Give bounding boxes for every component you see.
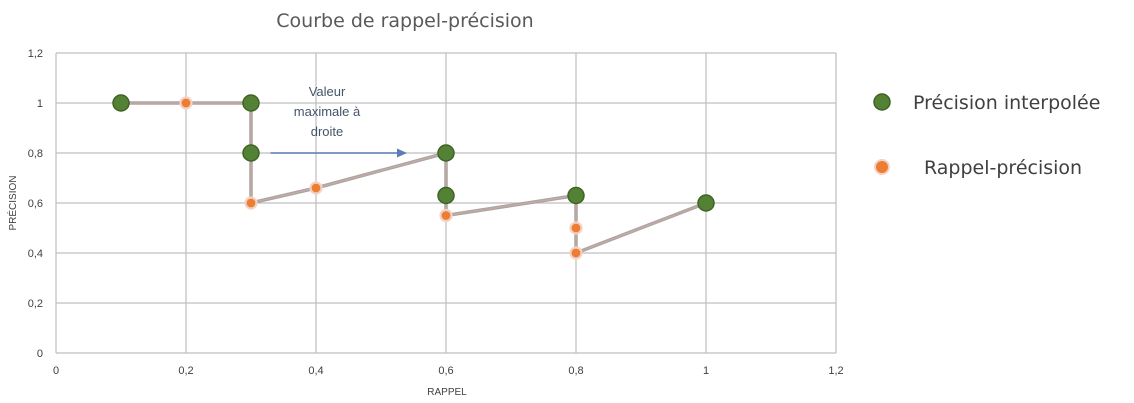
annotation: Valeur maximale à droite (271, 84, 408, 158)
y-tick-label: 0,6 (28, 198, 43, 210)
series-line-tint-1 (121, 103, 706, 253)
legend-label-1: Rappel-précision (924, 157, 1082, 179)
series-line-1 (121, 103, 706, 253)
y-tick-label: 0,8 (28, 148, 43, 160)
x-tick-label: 1 (703, 365, 709, 377)
marker-rappel-precision (571, 248, 582, 259)
x-tick-label: 1,2 (828, 365, 843, 377)
marker-rappel-precision (571, 223, 582, 234)
y-tick-label: 0,2 (28, 298, 43, 310)
series-lines (121, 103, 706, 253)
marker-precision-interpolee (438, 188, 454, 204)
y-tick-label: 0 (37, 348, 43, 360)
annotation-text-line: Valeur (309, 84, 346, 99)
x-tick-label: 0,8 (568, 365, 583, 377)
x-axis-label: RAPPEL (427, 387, 467, 398)
marker-precision-interpolee (698, 195, 714, 211)
marker-precision-interpolee (113, 95, 129, 111)
marker-precision-interpolee (438, 145, 454, 161)
x-tick-label: 0,6 (438, 365, 453, 377)
y-tick-label: 0,4 (28, 248, 43, 260)
x-tick-label: 0 (53, 365, 59, 377)
annotation-arrow-head (397, 149, 407, 158)
marker-rappel-precision (181, 98, 192, 109)
y-axis-label: PRÉCISION (6, 175, 19, 230)
marker-rappel-precision (246, 198, 257, 209)
marker-rappel-precision (441, 210, 452, 221)
marker-precision-interpolee (243, 95, 259, 111)
tick-labels: 0 0,2 0,4 0,6 0,8 1 1,2 0 0,2 0,4 0,6 0,8 1 1,2 (28, 48, 844, 377)
y-tick-label: 1,2 (28, 48, 43, 60)
marker-precision-interpolee (243, 145, 259, 161)
y-tick-label: 1 (37, 98, 43, 110)
marker-precision-interpolee (568, 188, 584, 204)
legend-marker-1 (875, 160, 889, 174)
x-tick-label: 0,4 (308, 365, 323, 377)
x-tick-label: 0,2 (178, 365, 193, 377)
annotation-text-line: droite (311, 124, 344, 139)
marker-rappel-precision (311, 183, 322, 194)
annotation-text-line: maximale à (294, 104, 361, 119)
chart-title: Courbe de rappel-précision (276, 10, 533, 32)
legend-label-0: Précision interpolée (913, 92, 1100, 114)
legend-marker-0 (874, 94, 890, 110)
legend: Précision interpolée Rappel-précision (874, 92, 1100, 179)
